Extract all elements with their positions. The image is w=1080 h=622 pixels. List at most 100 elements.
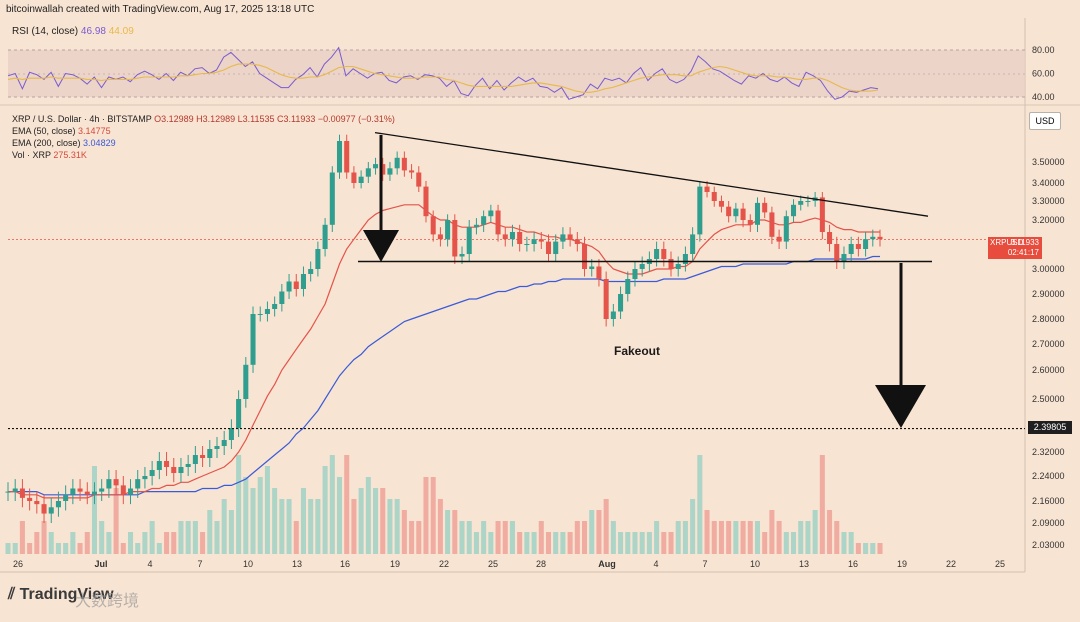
candle-body: [596, 266, 602, 279]
candle-body: [365, 168, 371, 177]
volume-bar: [553, 532, 559, 554]
candle-body: [711, 192, 717, 201]
volume-bar: [870, 543, 876, 554]
volume-bar: [365, 477, 371, 554]
volume-bar: [63, 543, 69, 554]
candle-body: [19, 488, 25, 498]
candle-body: [452, 220, 458, 257]
candle-body: [704, 186, 710, 192]
candle-body: [632, 269, 638, 279]
volume-bar: [877, 543, 883, 554]
rsi-value: 46.98: [80, 26, 106, 37]
candle-body: [135, 479, 141, 489]
volume-bar: [531, 532, 537, 554]
candle-body: [848, 244, 854, 254]
x-tick-label: 13: [799, 559, 809, 569]
volume-bar: [618, 532, 624, 554]
volume-bar: [77, 543, 83, 554]
x-tick-label: 7: [197, 559, 202, 569]
x-tick-label: 16: [340, 559, 350, 569]
tradingview-logo-icon: ⫽: [8, 586, 20, 603]
ema200-row[interactable]: EMA (200, close) 3.04829: [12, 137, 395, 149]
volume-bar: [812, 510, 818, 554]
volume-bar: [178, 521, 184, 554]
candle-body: [178, 467, 184, 473]
candle-body: [308, 269, 314, 274]
volume-bar: [589, 510, 595, 554]
volume-bar: [538, 521, 544, 554]
volume-bar: [682, 521, 688, 554]
x-tick-label: Jul: [94, 559, 107, 569]
volume-row[interactable]: Vol · XRP 275.31K: [12, 149, 395, 161]
price-tick-label: 2.09000: [1032, 518, 1065, 528]
volume-bar: [841, 532, 847, 554]
volume-bar: [661, 532, 667, 554]
x-tick-label: 4: [653, 559, 658, 569]
candle-body: [120, 485, 126, 495]
ema50-line: [8, 204, 880, 499]
candle-body: [870, 236, 876, 240]
volume-bar: [358, 488, 364, 554]
candle-body: [149, 470, 155, 476]
volume-bar: [718, 521, 724, 554]
candle-body: [560, 234, 566, 242]
fakeout-annotation: Fakeout: [614, 344, 661, 358]
candle-body: [142, 476, 148, 480]
volume-label: Vol · XRP: [12, 150, 51, 160]
x-tick-label: 19: [390, 559, 400, 569]
main-legend[interactable]: XRP / U.S. Dollar · 4h · BITSTAMP O3.129…: [12, 113, 395, 161]
volume-bar: [675, 521, 681, 554]
volume-bar: [344, 455, 350, 554]
candle-body: [34, 501, 40, 505]
volume-bar: [257, 477, 263, 554]
price-tick-label: 2.90000: [1032, 289, 1065, 299]
ema50-value: 3.14775: [78, 126, 111, 136]
candle-body: [336, 141, 343, 173]
volume-bar: [200, 532, 206, 554]
volume-bar: [99, 521, 105, 554]
volume-bar: [430, 477, 436, 554]
price-tick-label: 2.32000: [1032, 447, 1065, 457]
price-tick-label: 3.20000: [1032, 215, 1065, 225]
ema200-label: EMA (200, close): [12, 138, 81, 148]
x-tick-label: 10: [243, 559, 253, 569]
volume-bar: [445, 510, 451, 554]
price-tag-symbol: XRPUSD: [990, 238, 1024, 247]
volume-bar: [41, 521, 47, 554]
ema50-row[interactable]: EMA (50, close) 3.14775: [12, 125, 395, 137]
volume-bar: [308, 499, 314, 554]
candle-body: [502, 234, 508, 240]
candle-body: [77, 488, 83, 492]
candle-body: [682, 254, 688, 264]
volume-bar: [488, 532, 494, 554]
currency-button[interactable]: USD: [1029, 112, 1061, 130]
volume-bar: [171, 532, 177, 554]
candle-body: [553, 241, 559, 254]
candle-body: [70, 488, 76, 495]
candle-body: [63, 494, 69, 501]
price-tick-label: 3.30000: [1032, 196, 1065, 206]
volume-bar: [690, 499, 696, 554]
volume-bar: [351, 499, 357, 554]
volume-bar: [582, 521, 588, 554]
x-tick-label: 13: [292, 559, 302, 569]
volume-bar: [610, 521, 616, 554]
resistance-trendline[interactable]: [374, 131, 929, 217]
volume-bar: [55, 543, 61, 554]
candle-body: [272, 304, 278, 309]
volume-bar: [863, 543, 869, 554]
volume-bar: [762, 532, 768, 554]
volume-bar: [192, 521, 198, 554]
candle-body: [718, 201, 724, 207]
volume-bar: [596, 510, 602, 554]
x-tick-label: 25: [995, 559, 1005, 569]
rsi-legend[interactable]: RSI (14, close) 46.98 44.09: [12, 26, 134, 37]
volume-bar: [697, 455, 703, 554]
price-tag-price: 3.11933: [1010, 238, 1039, 247]
volume-bar: [524, 532, 530, 554]
candle-body: [661, 249, 667, 259]
volume-bar: [250, 488, 256, 554]
volume-bar: [805, 521, 811, 554]
